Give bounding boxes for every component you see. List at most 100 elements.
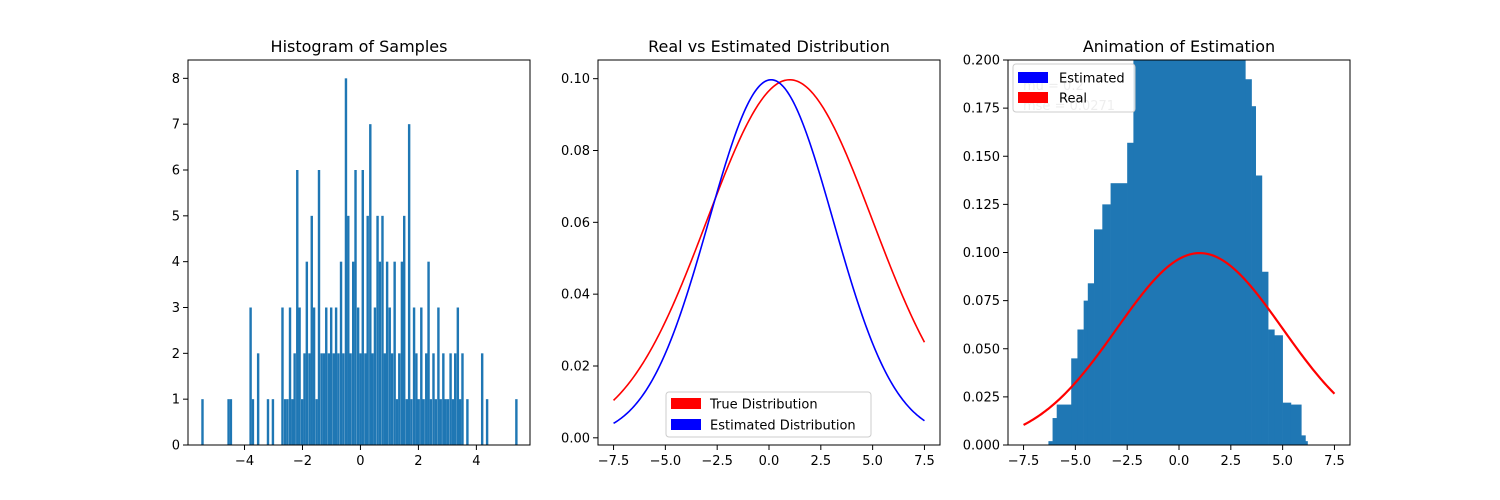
y-tick-label: 7 [172,118,180,133]
histogram-bar [347,215,350,445]
histogram-bar [376,215,379,445]
estimate-bar [1274,335,1283,445]
histogram-bar [373,307,377,445]
y-tick-label: 0.025 [963,390,1000,405]
histogram-bar [320,353,323,445]
histogram-bar [266,399,270,445]
histogram-bar [390,353,394,445]
plot-area [1023,60,1336,445]
x-tick-label: 4 [472,454,480,469]
histogram-bar [308,353,311,445]
histogram-bar [349,353,352,445]
histogram-bar [378,261,382,445]
y-tick-label: 2 [172,347,180,362]
histogram-bar [351,261,355,445]
histogram-bar [383,353,387,445]
histogram-bar [451,399,455,445]
histogram-bar [444,399,447,445]
histogram-bar [344,78,348,445]
histogram-bar [296,170,299,445]
histogram-bar [361,170,364,445]
x-tick-label: −7.5 [598,454,630,469]
histogram-bar [283,399,287,445]
y-tick-label: 0.050 [963,342,1000,357]
histogram-bar [251,399,255,445]
estimate-bar [1083,300,1089,445]
estimate-bar [1056,404,1072,445]
x-tick-label: 0 [356,454,364,469]
x-tick-label: 7.5 [1324,454,1345,469]
histogram-bar [407,124,411,446]
histogram-bar [427,261,430,445]
histogram-bar [291,399,294,445]
estimate-bar [1282,402,1292,445]
legend-swatch-estimated [671,419,701,430]
histogram-bar [437,307,440,445]
histogram-bar [317,170,321,445]
estimate-bar [1094,229,1103,445]
histogram-bar [286,399,289,445]
histogram-bar [403,215,406,445]
y-tick-label: 0.00 [561,431,590,446]
histogram-bar [229,399,233,445]
y-tick-label: 0.175 [963,102,1000,117]
histogram-bar [417,399,420,445]
chart-title-histogram: Histogram of Samples [271,37,448,56]
legend-box [665,391,872,438]
histogram-bar [327,353,331,445]
axes-frame [187,59,531,446]
histogram-bar [480,353,484,445]
histogram-bar [456,307,460,445]
y-tick-label: 0.150 [963,150,1000,165]
legend-label-real: Real [1059,92,1087,107]
histogram-bar [322,353,326,445]
y-tick-label: 0.000 [963,439,1000,454]
y-tick-label: 5 [172,209,180,224]
estimate-bar [1268,329,1275,445]
histogram-bar [281,307,284,445]
estimate-bar [1048,441,1053,445]
estimate-bar [1305,441,1308,445]
y-tick-label: 1 [172,393,180,408]
histogram-bar [305,261,309,445]
histogram-bar [300,399,304,445]
histogram-bar [298,307,301,445]
histogram-bar [420,307,423,445]
y-tick-label: 0.075 [963,294,1000,309]
chart-title-animation: Animation of Estimation [1083,37,1275,56]
histogram-bar [432,353,435,445]
histogram-bar [412,307,416,445]
estimate-bar [1301,435,1306,445]
histogram-bar [461,353,464,445]
x-tick-label: 5.0 [862,454,883,469]
x-tick-label: 2 [414,454,422,469]
histogram-bar [256,353,260,445]
histogram-bar [342,353,345,445]
histogram-bar [410,399,413,445]
histogram-bar [454,353,457,445]
comparison-panel: −7.5 −5.0 −2.5 0.0 2.5 5.0 7.5 0.00 0.02 0.04 0.06… [561,37,941,469]
histogram-bar [359,353,362,445]
x-tick-label: 7.5 [914,454,935,469]
chart-title-comparison: Real vs Estimated Distribution [648,37,890,56]
estimate-bar [1110,183,1128,445]
histogram-bar [371,353,374,445]
histogram-bar [303,353,306,445]
x-tick-label: −2.5 [701,454,733,469]
y-tick-label: 4 [172,255,180,270]
histogram-bar [271,399,275,445]
histogram-bar [201,399,204,445]
estimated-distribution-line [613,78,925,425]
histogram-bar [422,399,425,445]
histogram-bar [249,307,252,445]
y-tick-label: 0 [172,439,180,454]
estimate-bar [1255,175,1263,445]
x-tick-label: 5.0 [1272,454,1293,469]
histogram-bar [369,124,372,446]
legend-label-true: True Distribution [709,398,818,413]
estimate-bar [1261,271,1269,445]
histogram-bar [395,399,399,445]
x-tick-label: −7.5 [1008,454,1040,469]
animation-panel: mu = 0.2mse = 0.0271EstimatedReal−7.5−5.… [963,37,1351,469]
histogram-bar [354,170,357,445]
